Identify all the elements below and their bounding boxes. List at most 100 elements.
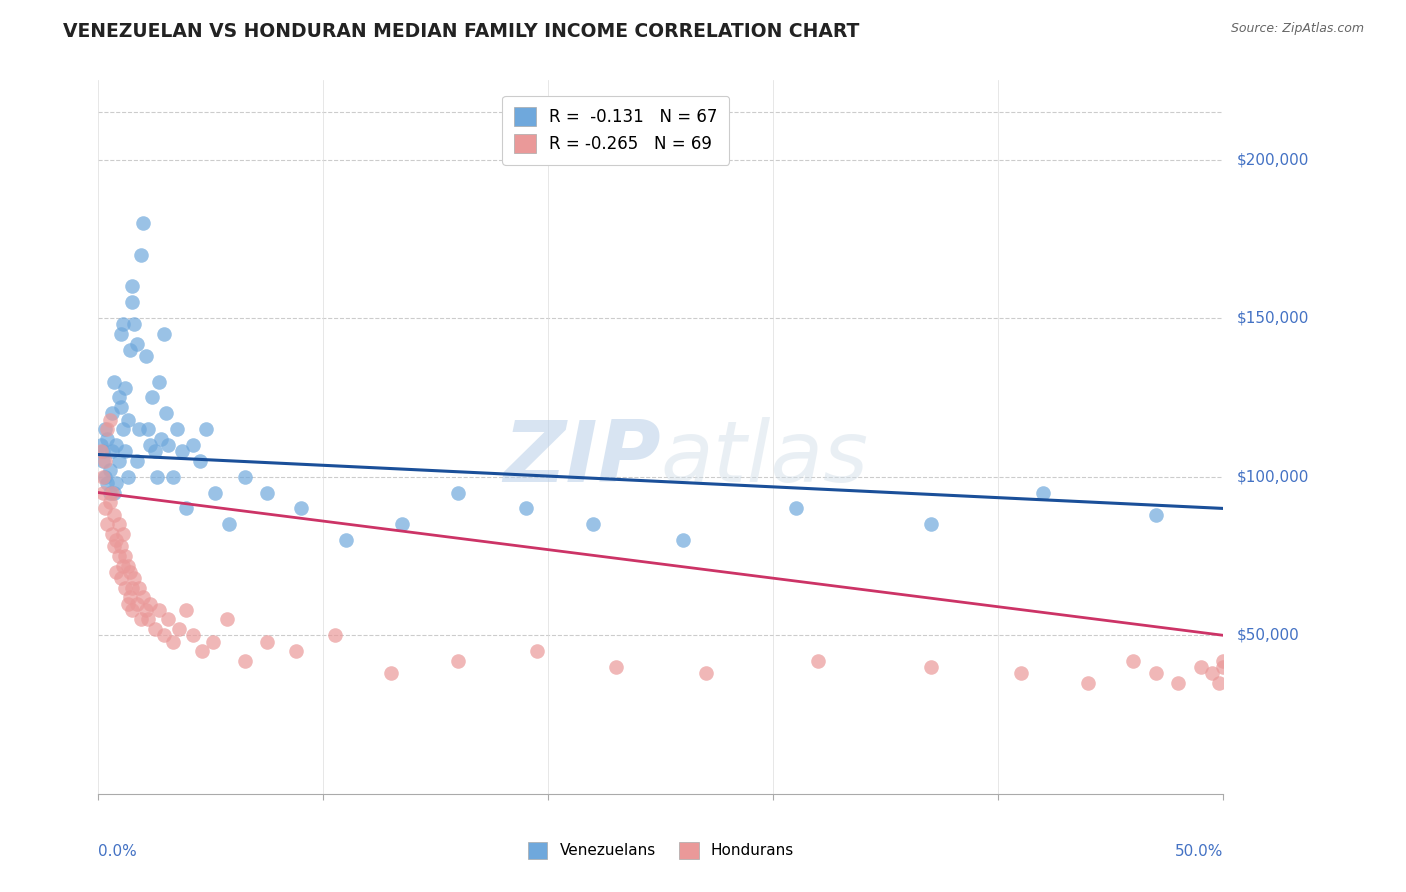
Point xyxy=(141,391,163,405)
Point xyxy=(129,248,152,262)
Point xyxy=(117,558,139,573)
Point xyxy=(188,454,211,468)
Point xyxy=(107,454,129,468)
Point xyxy=(121,279,143,293)
Point xyxy=(101,485,124,500)
Point xyxy=(101,526,124,541)
Point xyxy=(110,571,132,585)
Point xyxy=(91,485,114,500)
Point xyxy=(290,501,312,516)
Point xyxy=(162,469,184,483)
Point xyxy=(121,581,143,595)
Point xyxy=(98,412,121,426)
Point xyxy=(105,533,128,548)
Point xyxy=(285,644,308,658)
Point xyxy=(96,432,118,446)
Point xyxy=(202,634,225,648)
Point xyxy=(90,444,112,458)
Point xyxy=(112,318,135,332)
Text: $100,000: $100,000 xyxy=(1237,469,1309,484)
Point xyxy=(117,469,139,483)
Point xyxy=(135,603,157,617)
Point xyxy=(155,406,177,420)
Point xyxy=(112,558,135,573)
Point xyxy=(94,454,117,468)
Point xyxy=(1032,485,1054,500)
Point xyxy=(125,454,148,468)
Point xyxy=(256,485,278,500)
Point xyxy=(91,444,114,458)
Point xyxy=(139,597,162,611)
Point xyxy=(1144,508,1167,522)
Point xyxy=(114,549,136,563)
Point xyxy=(114,581,136,595)
Point xyxy=(166,422,188,436)
Point xyxy=(162,634,184,648)
Point xyxy=(148,603,170,617)
Point xyxy=(94,422,117,436)
Text: $200,000: $200,000 xyxy=(1237,152,1309,167)
Point xyxy=(94,469,117,483)
Point xyxy=(98,495,121,509)
Point xyxy=(96,422,118,436)
Point xyxy=(181,438,204,452)
Point xyxy=(157,612,180,626)
Point xyxy=(110,326,132,341)
Point xyxy=(1212,654,1234,668)
Point xyxy=(218,517,240,532)
Point xyxy=(181,628,204,642)
Point xyxy=(103,508,125,522)
Point xyxy=(125,336,148,351)
Point xyxy=(132,591,155,605)
Point xyxy=(1010,666,1032,681)
Point xyxy=(1201,666,1223,681)
Point xyxy=(323,628,346,642)
Point xyxy=(136,612,159,626)
Point xyxy=(391,517,413,532)
Text: $50,000: $50,000 xyxy=(1237,628,1301,643)
Point xyxy=(105,565,128,579)
Point xyxy=(447,654,470,668)
Text: atlas: atlas xyxy=(661,417,869,500)
Point xyxy=(1212,660,1234,674)
Point xyxy=(515,501,537,516)
Point xyxy=(112,422,135,436)
Point xyxy=(695,666,717,681)
Point xyxy=(807,654,830,668)
Text: VENEZUELAN VS HONDURAN MEDIAN FAMILY INCOME CORRELATION CHART: VENEZUELAN VS HONDURAN MEDIAN FAMILY INC… xyxy=(63,22,859,41)
Point xyxy=(105,476,128,491)
Point xyxy=(920,517,942,532)
Point xyxy=(1189,660,1212,674)
Point xyxy=(118,591,141,605)
Text: $150,000: $150,000 xyxy=(1237,310,1309,326)
Point xyxy=(447,485,470,500)
Point xyxy=(101,444,124,458)
Point xyxy=(124,571,146,585)
Point xyxy=(103,375,125,389)
Legend: Venezuelans, Hondurans: Venezuelans, Hondurans xyxy=(522,836,800,864)
Point xyxy=(107,517,129,532)
Point xyxy=(233,654,256,668)
Point xyxy=(105,438,128,452)
Point xyxy=(112,526,135,541)
Point xyxy=(335,533,357,548)
Text: 50.0%: 50.0% xyxy=(1175,844,1223,859)
Point xyxy=(98,485,121,500)
Point xyxy=(174,603,197,617)
Point xyxy=(148,375,170,389)
Point xyxy=(174,501,197,516)
Point xyxy=(117,597,139,611)
Point xyxy=(125,597,148,611)
Point xyxy=(169,622,191,636)
Point xyxy=(191,644,214,658)
Point xyxy=(90,438,112,452)
Point xyxy=(157,438,180,452)
Point xyxy=(103,485,125,500)
Point xyxy=(128,581,150,595)
Point xyxy=(152,628,174,642)
Point xyxy=(107,391,129,405)
Point xyxy=(256,634,278,648)
Point xyxy=(110,540,132,554)
Point xyxy=(195,422,218,436)
Point xyxy=(118,343,141,357)
